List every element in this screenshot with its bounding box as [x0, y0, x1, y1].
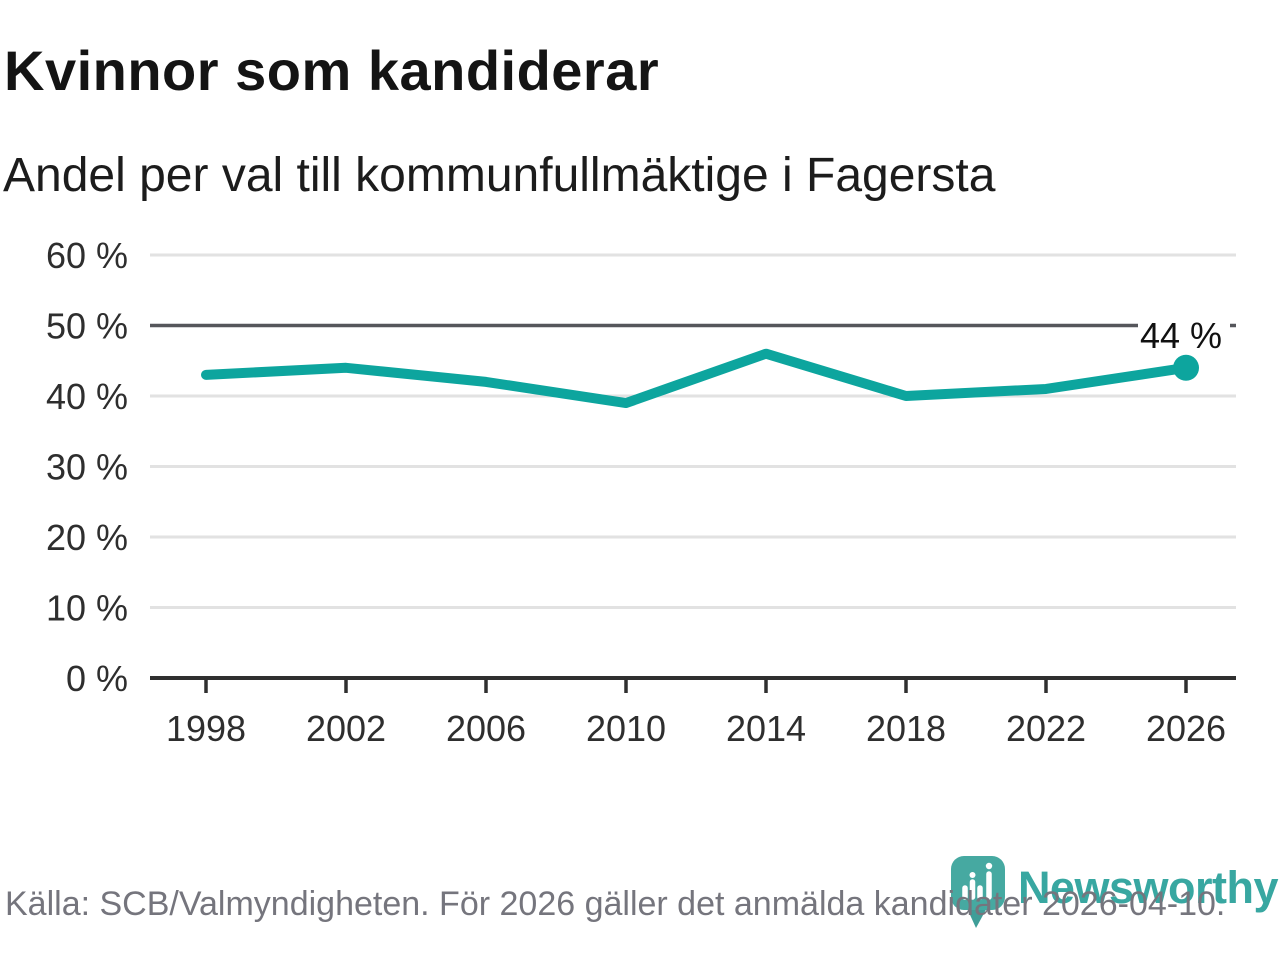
- end-label-backing: [1138, 319, 1230, 353]
- chart-subtitle: Andel per val till kommunfullmäktige i F…: [3, 149, 996, 202]
- newsworthy-logo-icon: [950, 856, 1005, 928]
- y-axis-label: 50 %: [46, 306, 128, 347]
- y-axis-label: 40 %: [46, 376, 128, 417]
- newsworthy-logo[interactable]: Newsworthy: [950, 856, 1279, 932]
- logo-bubble-tail: [965, 906, 988, 928]
- x-axis-label: 2006: [446, 708, 526, 749]
- x-axis-label: 2010: [586, 708, 666, 749]
- x-axis-label: 2014: [726, 708, 806, 749]
- y-axis-label: 10 %: [46, 588, 128, 629]
- chart-title: Kvinnor som kandiderar: [4, 39, 660, 102]
- end-point-marker: [1173, 354, 1199, 381]
- y-axis-label: 20 %: [46, 517, 128, 558]
- newsworthy-wordmark: Newsworthy: [1017, 862, 1279, 913]
- source-note: Källa: SCB/Valmyndigheten. För 2026 gäll…: [5, 885, 1226, 923]
- x-axis-label: 2026: [1146, 708, 1226, 749]
- line-chart: 0 % 10 % 20 % 30 % 40 % 50 % 60 % 1998 2002 2006 2…: [46, 235, 1236, 749]
- logo-bar-chart: [962, 871, 992, 900]
- y-axis-label: 60 %: [46, 235, 128, 276]
- logo-dot: [969, 872, 976, 878]
- x-axis-label: 2018: [866, 708, 946, 749]
- data-line: [201, 348, 1191, 409]
- x-axis-label: 1998: [166, 708, 246, 749]
- y-axis-label: 0 %: [66, 658, 128, 699]
- x-axis-label: 2022: [1006, 708, 1086, 749]
- logo-dot: [985, 862, 993, 870]
- end-value-label: 44 %: [1140, 315, 1222, 356]
- x-axis-label: 2002: [306, 708, 386, 749]
- y-axis-label: 30 %: [46, 447, 128, 488]
